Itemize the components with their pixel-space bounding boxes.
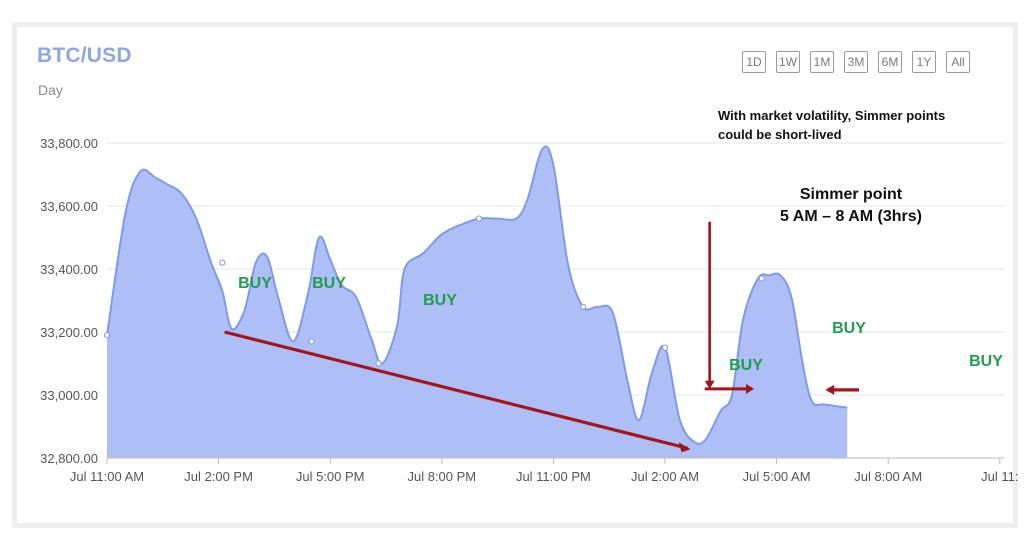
y-tick-label: 32,800.00: [40, 451, 98, 466]
right-edge-arrowhead: [825, 384, 835, 395]
caption-strip: [0, 0, 1024, 22]
simmer-arrowhead: [704, 380, 715, 389]
x-tick-label: Jul 8:00 AM: [854, 469, 922, 484]
data-point-marker: [308, 338, 315, 345]
area-layer: [103, 145, 848, 458]
range-selector: 1D 1W 1M 3M 6M 1Y All: [742, 51, 970, 73]
volatility-note-line-1: With market volatility, Simmer points: [718, 108, 945, 123]
range-button-all[interactable]: All: [946, 51, 970, 73]
buy-label: BUY: [969, 353, 1003, 370]
range-button-1w[interactable]: 1W: [776, 51, 800, 73]
range-button-6m[interactable]: 6M: [878, 51, 902, 73]
buy-label: BUY: [238, 275, 272, 292]
y-tick-label: 33,200.00: [40, 325, 98, 340]
x-tick-label: Jul 2:00 AM: [631, 469, 699, 484]
data-point-marker: [219, 259, 226, 266]
data-point-marker: [375, 360, 382, 367]
y-tick-label: 33,800.00: [40, 136, 98, 151]
range-button-3m[interactable]: 3M: [844, 51, 868, 73]
axis-layer: 33,800.00 33,600.00 33,400.00 33,200.00 33,0…: [40, 136, 1018, 484]
chart-title: BTC/USD: [37, 44, 132, 67]
x-tick-label: Jul 11:: [981, 469, 1018, 484]
data-point-marker: [103, 332, 111, 339]
data-point-marker: [475, 215, 483, 222]
range-button-1m[interactable]: 1M: [810, 51, 834, 73]
range-button-1d[interactable]: 1D: [742, 51, 766, 73]
y-tick-label: 33,400.00: [40, 262, 98, 277]
buy-label: BUY: [312, 275, 346, 292]
buy-label: BUY: [832, 320, 866, 337]
y-tick-label: 33,000.00: [40, 388, 98, 403]
x-tick-label: Jul 11:00 AM: [70, 469, 144, 484]
x-tick-label: Jul 2:00 PM: [184, 469, 253, 484]
range-button-1y[interactable]: 1Y: [912, 51, 936, 73]
trend-line: [224, 330, 688, 450]
data-point-marker: [580, 303, 587, 310]
simmer-range: 5 AM – 8 AM (3hrs): [780, 208, 922, 225]
annotation-layer: BUY BUY BUY BUY BUY BUY: [224, 221, 1003, 453]
series-area: [107, 146, 848, 458]
simmer-title: Simmer point: [800, 186, 903, 203]
trend-arrowhead: [678, 442, 691, 453]
x-tick-label: Jul 8:00 PM: [407, 469, 476, 484]
data-point-marker: [661, 344, 669, 351]
buy-label: BUY: [423, 292, 457, 309]
data-point-marker: [758, 275, 765, 282]
simmer-window-arrowhead: [745, 383, 754, 394]
x-tick-label: Jul 5:00 PM: [296, 469, 365, 484]
chart-subtitle: Day: [38, 82, 63, 98]
y-tick-label: 33,600.00: [40, 199, 98, 214]
volatility-note-line-2: could be short-lived: [718, 127, 842, 142]
x-tick-label: Jul 11:00 PM: [516, 469, 591, 484]
x-tick-label: Jul 5:00 AM: [743, 469, 811, 484]
buy-label: BUY: [729, 357, 763, 374]
